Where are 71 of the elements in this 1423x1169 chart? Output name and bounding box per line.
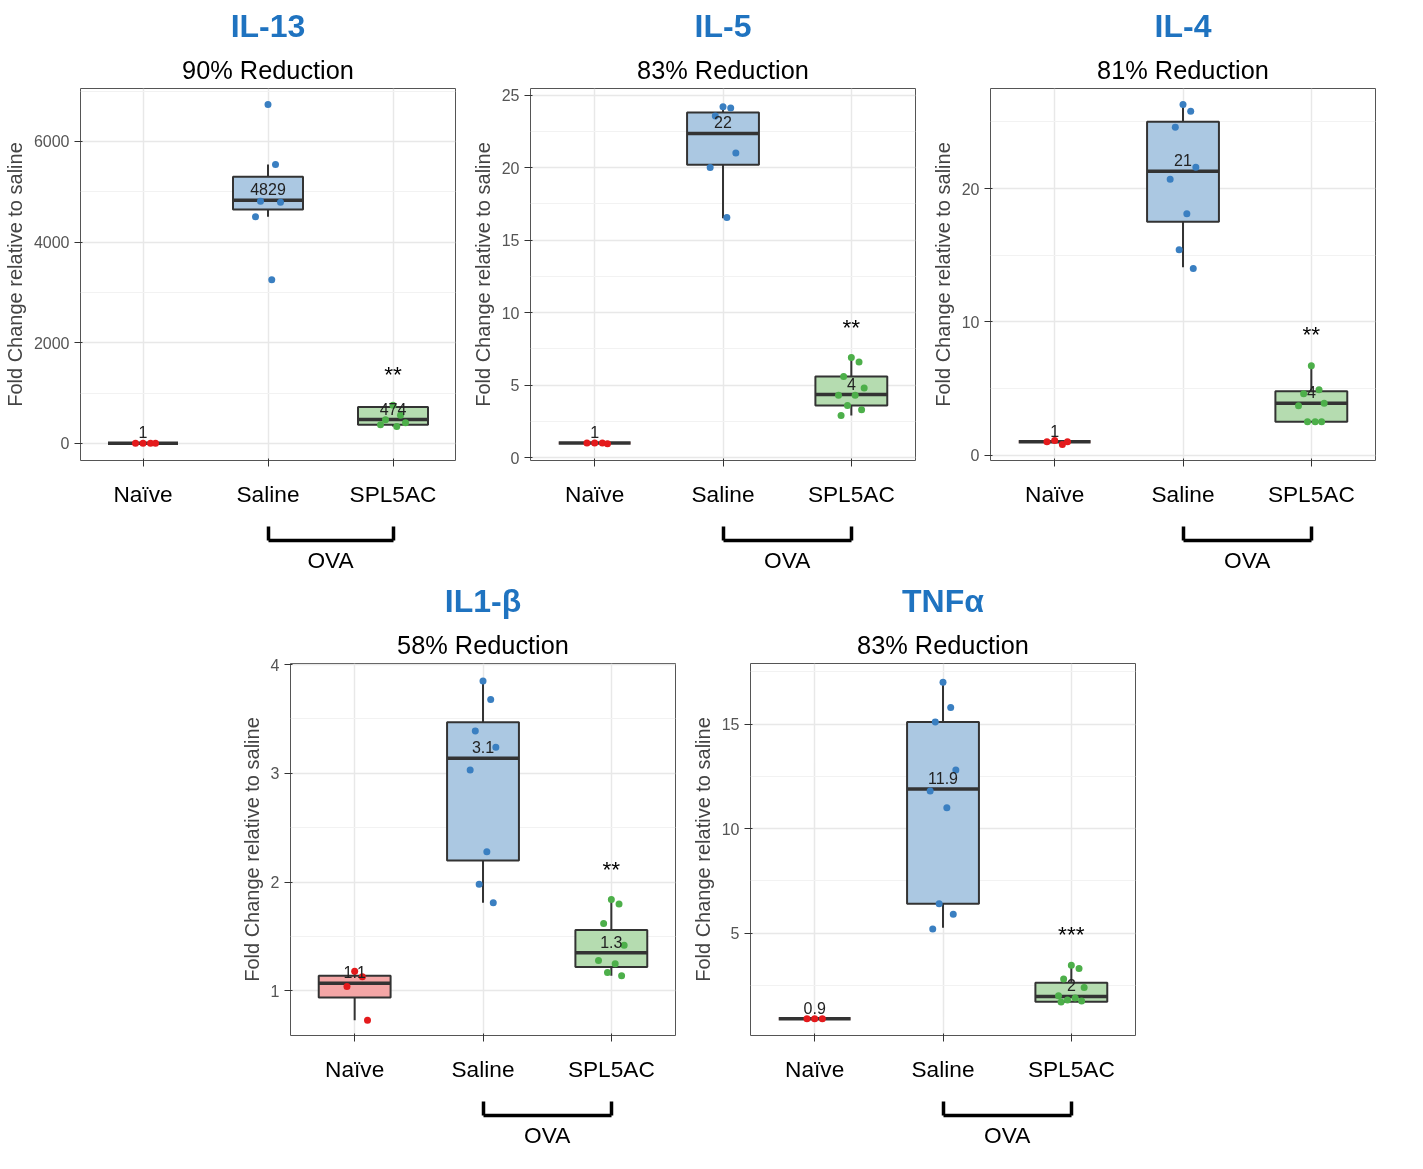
x-tick-label: Naïve bbox=[785, 1055, 845, 1082]
y-tick-label: 20 bbox=[501, 159, 520, 177]
y-tick-label: 10 bbox=[721, 820, 740, 838]
annotation: 11.9 bbox=[928, 769, 959, 787]
text: OVA bbox=[764, 546, 812, 573]
y-tick-label: 6000 bbox=[33, 133, 70, 151]
x-tick-label: Naïve bbox=[113, 480, 173, 507]
x-tick-label: SPL5AC bbox=[1027, 1055, 1115, 1082]
x-tick-label: Saline bbox=[236, 480, 300, 507]
y-tick-label: 1 bbox=[270, 982, 280, 1000]
x-tick-label: Saline bbox=[451, 1055, 515, 1082]
y-tick-label: 15 bbox=[721, 716, 740, 734]
chart-subtitle: 90% Reduction bbox=[182, 55, 354, 84]
y-tick-label: 2 bbox=[270, 874, 280, 892]
chart-title: IL-4 bbox=[1154, 7, 1212, 44]
y-tick-label: 0 bbox=[60, 435, 70, 453]
annotation: ** bbox=[384, 361, 402, 388]
y-axis-title: Fold Change relative to saline bbox=[931, 142, 954, 407]
y-tick-label: 2000 bbox=[33, 334, 70, 352]
annotation: 1 bbox=[1050, 422, 1060, 440]
annotation: 3.1 bbox=[471, 739, 495, 757]
y-tick-label: 10 bbox=[501, 304, 520, 322]
annotation: 4829 bbox=[250, 181, 286, 199]
chart-title: IL1-β bbox=[444, 582, 522, 619]
annotation: ** bbox=[602, 855, 621, 882]
annotation: 1.3 bbox=[600, 933, 623, 951]
x-tick-label: Naïve bbox=[1025, 480, 1085, 507]
y-tick-label: 20 bbox=[961, 180, 980, 198]
x-tick-label: SPL5AC bbox=[349, 480, 437, 507]
chart-subtitle: 58% Reduction bbox=[397, 630, 569, 659]
text: OVA bbox=[524, 1121, 572, 1148]
text: OVA bbox=[307, 546, 355, 573]
x-tick-label: SPL5AC bbox=[807, 480, 895, 507]
annotation: ** bbox=[842, 313, 861, 340]
text: OVA bbox=[1224, 546, 1272, 573]
chart-title: IL-13 bbox=[230, 7, 306, 44]
y-tick-label: 0 bbox=[970, 447, 980, 465]
x-tick-label: SPL5AC bbox=[1267, 480, 1355, 507]
annotation: 1 bbox=[138, 424, 148, 442]
y-tick-label: 0 bbox=[510, 449, 520, 467]
chart-subtitle: 81% Reduction bbox=[1097, 55, 1269, 84]
y-tick-label: 4000 bbox=[33, 234, 70, 252]
text: OVA bbox=[984, 1121, 1032, 1148]
annotation: 0.9 bbox=[803, 999, 826, 1017]
x-tick-label: Saline bbox=[1151, 480, 1215, 507]
y-axis-title: Fold Change relative to saline bbox=[471, 142, 494, 407]
annotation: 1 bbox=[590, 424, 600, 442]
x-tick-label: Naïve bbox=[565, 480, 625, 507]
annotation: 21 bbox=[1174, 152, 1192, 170]
annotation: *** bbox=[1058, 921, 1085, 948]
y-axis-title: Fold Change relative to saline bbox=[3, 142, 26, 407]
x-tick-label: Naïve bbox=[325, 1055, 385, 1082]
y-axis-title: Fold Change relative to saline bbox=[691, 717, 714, 982]
x-tick-label: Saline bbox=[911, 1055, 975, 1082]
x-tick-label: SPL5AC bbox=[567, 1055, 655, 1082]
annotation: 22 bbox=[714, 114, 732, 132]
x-tick-label: Saline bbox=[691, 480, 755, 507]
y-tick-label: 5 bbox=[730, 925, 740, 943]
chart-title: TNFα bbox=[902, 582, 985, 619]
y-tick-label: 5 bbox=[510, 377, 520, 395]
y-tick-label: 15 bbox=[501, 232, 520, 250]
y-tick-label: 10 bbox=[961, 313, 980, 331]
chart-subtitle: 83% Reduction bbox=[637, 55, 809, 84]
chart-title: IL-5 bbox=[694, 7, 752, 44]
y-tick-label: 25 bbox=[501, 87, 520, 105]
annotation: 4 bbox=[846, 375, 856, 393]
y-tick-label: 3 bbox=[270, 765, 280, 783]
y-tick-label: 4 bbox=[270, 656, 280, 674]
y-axis-title: Fold Change relative to saline bbox=[240, 717, 263, 982]
annotation: ** bbox=[1302, 320, 1321, 347]
chart-subtitle: 83% Reduction bbox=[857, 630, 1029, 659]
